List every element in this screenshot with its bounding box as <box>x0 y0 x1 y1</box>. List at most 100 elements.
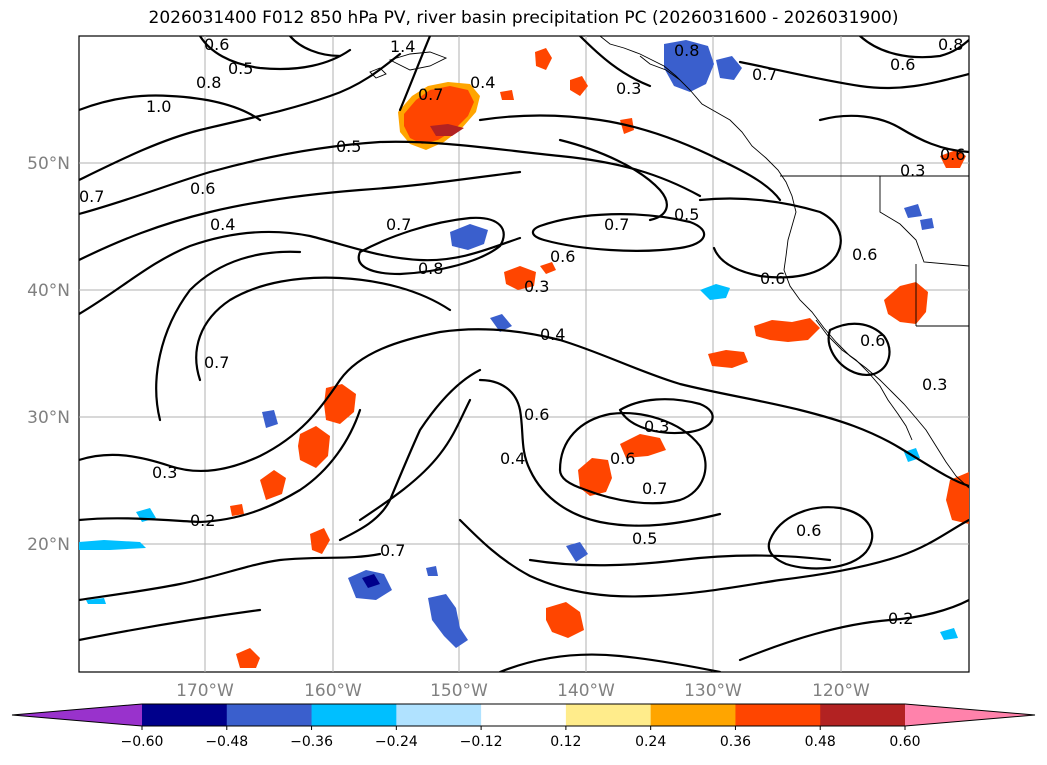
colorbar-segment <box>142 704 228 726</box>
precip-blob <box>664 40 714 92</box>
contour-label: 0.3 <box>644 417 669 436</box>
colorbar-extend-max <box>905 704 1035 726</box>
contour-label: 0.6 <box>550 247 575 266</box>
contour-label: 0.8 <box>938 35 963 54</box>
contour-label: 0.6 <box>524 405 549 424</box>
contour-label: 0.7 <box>642 479 667 498</box>
precip-blob <box>566 542 588 562</box>
precip-blob <box>430 124 464 136</box>
contour-label: 0.4 <box>470 73 495 92</box>
contour-label: 0.6 <box>852 245 877 264</box>
precip-blob <box>920 218 934 230</box>
lon-label: 130°W <box>684 681 742 701</box>
pv-contours <box>79 36 969 672</box>
precip-blob <box>904 204 922 218</box>
precip-blob <box>500 90 514 100</box>
contour-label: 0.5 <box>674 205 699 224</box>
lon-label: 150°W <box>430 681 488 701</box>
positive-precip-anomalies <box>230 48 969 668</box>
colorbar-segment <box>650 704 736 726</box>
contour-label: 0.2 <box>190 511 215 530</box>
contour-label: 0.3 <box>616 79 641 98</box>
map-frame <box>78 35 970 673</box>
contour-label: 0.8 <box>196 73 221 92</box>
precip-blob <box>884 282 928 324</box>
contour-label: 0.6 <box>610 449 635 468</box>
contour-label: 0.7 <box>380 541 405 560</box>
lat-label: 50°N <box>27 154 70 174</box>
latitude-labels: 50°N 40°N 30°N 20°N <box>27 154 70 555</box>
precip-blob <box>236 648 260 668</box>
precip-blob <box>230 504 244 516</box>
longitude-labels: 170°W 160°W 150°W 140°W 130°W 120°W <box>176 681 870 701</box>
precip-blob <box>716 56 742 80</box>
contour-label: 0.6 <box>860 331 885 350</box>
colorbar-extend-min <box>12 704 142 726</box>
colorbar-segment <box>735 704 821 726</box>
precip-blob <box>426 566 438 576</box>
contour-label: 0.6 <box>940 145 965 164</box>
colorbar-tick-label: −0.60 <box>121 734 164 750</box>
colorbar-tick-label: 0.12 <box>550 734 581 750</box>
contour-label: 0.2 <box>888 609 913 628</box>
precip-blob <box>546 602 584 638</box>
colorbar-tick-label: 0.36 <box>720 734 751 750</box>
colorbar-tick-label: −0.36 <box>290 734 333 750</box>
precip-blob <box>428 594 468 648</box>
lat-label: 30°N <box>27 408 70 428</box>
colorbar-tick-label: 0.24 <box>635 734 666 750</box>
precip-blob <box>754 318 820 342</box>
colorbar-segment <box>311 704 397 726</box>
colorbar-tick-label: −0.24 <box>375 734 418 750</box>
contour-label: 0.6 <box>796 521 821 540</box>
coastlines <box>369 36 969 489</box>
map-title: 2026031400 F012 850 hPa PV, river basin … <box>148 8 899 28</box>
precip-blob <box>262 410 278 428</box>
colorbar-segment <box>481 704 567 726</box>
precip-blob <box>940 150 966 168</box>
contour-label: 0.5 <box>336 137 361 156</box>
colorbar: −0.60 −0.48 −0.36 −0.24 −0.12 0.12 0.24 0.36 0.4… <box>11 703 1036 750</box>
negative-precip-anomalies <box>79 40 958 648</box>
precip-blob <box>620 434 666 458</box>
precip-blob <box>450 224 488 250</box>
precip-blob <box>298 426 330 468</box>
contour-label: 1.0 <box>146 97 171 116</box>
contour-label: 0.7 <box>752 65 777 84</box>
contour-labels: 0.6 0.5 0.8 1.0 1.4 0.7 0.4 0.8 0.3 0.6 … <box>79 35 965 628</box>
colorbar-tick-label: −0.12 <box>460 734 503 750</box>
lon-label: 170°W <box>176 681 234 701</box>
precip-blob <box>535 48 552 70</box>
precip-blob <box>362 574 380 588</box>
colorbar-segment <box>565 704 652 726</box>
contour-label: 0.5 <box>632 529 657 548</box>
precip-blob <box>86 598 106 604</box>
contour-label: 0.4 <box>210 215 235 234</box>
lon-label: 160°W <box>304 681 362 701</box>
precip-blob <box>700 284 730 300</box>
contour-label: 1.4 <box>390 37 415 56</box>
contour-label: 0.5 <box>228 59 253 78</box>
colorbar-segment <box>820 704 906 726</box>
colorbar-tick-label: 0.60 <box>889 734 920 750</box>
contour-label: 0.3 <box>152 463 177 482</box>
colorbar-segment <box>226 704 313 726</box>
precip-blob <box>504 266 536 290</box>
precip-blob <box>260 470 286 500</box>
contour-label: 0.6 <box>890 55 915 74</box>
contour-label: 0.7 <box>604 215 629 234</box>
precip-blob <box>570 76 588 96</box>
lat-label: 20°N <box>27 535 70 555</box>
colorbar-tick-label: 0.48 <box>805 734 836 750</box>
colorbar-segment <box>396 704 482 726</box>
contour-label: 0.8 <box>674 41 699 60</box>
precip-blob <box>490 314 512 332</box>
contour-label: 0.7 <box>418 85 443 104</box>
colorbar-tick-label: −0.48 <box>205 734 248 750</box>
contour-label: 0.6 <box>760 269 785 288</box>
contour-label: 0.7 <box>204 353 229 372</box>
lon-label: 120°W <box>812 681 870 701</box>
contour-label: 0.8 <box>418 259 443 278</box>
contour-label: 0.4 <box>500 449 525 468</box>
